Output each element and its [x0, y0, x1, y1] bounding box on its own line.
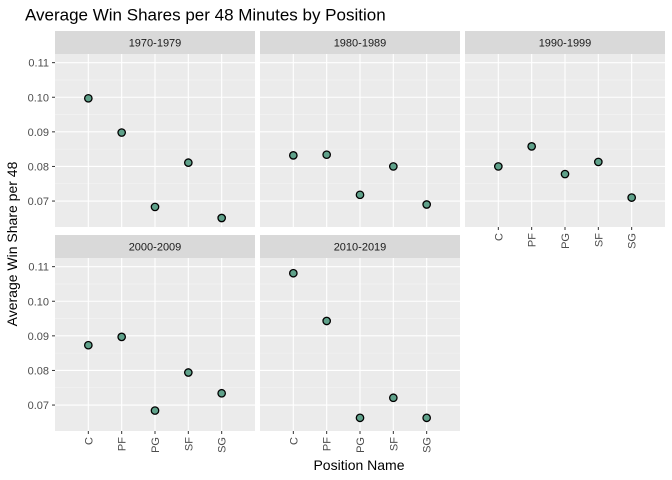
data-point [183, 158, 193, 167]
data-point [593, 157, 603, 167]
facet-panel: 2000-2009 0.07 0.08 0.09 0.10 0.11 C PF PG SF SG [28, 235, 255, 453]
x-tick-label: SF [388, 437, 400, 451]
x-tick-label: SF [593, 233, 605, 247]
x-tick-label: PF [117, 437, 129, 451]
chart-title: Average Win Shares per 48 Minutes by Pos… [25, 6, 386, 25]
x-tick-label: PG [150, 437, 162, 453]
facet-strip-label: 2000-2009 [129, 242, 182, 254]
data-point [288, 151, 298, 160]
x-tick-label: SG [422, 437, 434, 453]
facet-panel: 1970-1979 0.07 0.08 0.09 0.10 0.11 [28, 31, 255, 227]
y-tick-label: 0.10 [28, 296, 49, 308]
y-tick-label: 0.08 [28, 365, 49, 377]
facet-strip [260, 235, 460, 258]
facet-strip [55, 235, 255, 258]
data-point [183, 368, 193, 377]
y-tick-label: 0.07 [28, 196, 49, 208]
x-tick-label: C [288, 437, 300, 445]
facet-strip-label: 2010-2019 [334, 242, 387, 254]
data-point [217, 213, 227, 223]
data-point [388, 393, 398, 403]
x-tick-label: C [83, 437, 95, 445]
data-point [422, 200, 432, 209]
data-point [388, 162, 398, 171]
data-point [422, 413, 432, 423]
x-tick-label: SG [627, 233, 639, 249]
data-point [217, 388, 227, 398]
data-point [322, 316, 332, 326]
y-axis-title: Average Win Share per 48 [4, 161, 20, 326]
facet-strip-label: 1980-1989 [334, 38, 387, 50]
facet-panel: 1990-1999 C PF PG SF SG [465, 31, 665, 249]
data-point [322, 150, 332, 160]
data-point [83, 93, 93, 103]
x-tick-label: C [493, 233, 505, 241]
data-point [493, 162, 503, 171]
data-point [117, 332, 127, 342]
data-point [355, 413, 365, 423]
facet-strip [260, 31, 460, 54]
facet-strip [55, 31, 255, 54]
y-tick-label: 0.09 [28, 127, 49, 139]
facet-strip-label: 1990-1999 [539, 38, 592, 50]
y-tick-label: 0.09 [28, 331, 49, 343]
y-tick-label: 0.10 [28, 92, 49, 104]
data-point [527, 142, 537, 151]
data-point [83, 340, 93, 350]
y-tick-label: 0.08 [28, 161, 49, 173]
facet-strip-label: 1970-1979 [129, 38, 182, 50]
data-point [627, 193, 637, 202]
facet-panels: 1970-1979 0.07 0.08 0.09 0.10 0.11 1980-1989 19… [28, 31, 665, 453]
data-point [150, 202, 160, 212]
x-tick-label: PF [527, 233, 539, 247]
data-point [117, 128, 127, 137]
facet-strip [465, 31, 665, 54]
data-point [560, 169, 570, 179]
data-point [150, 406, 160, 415]
y-tick-label: 0.11 [28, 58, 49, 70]
data-point [355, 190, 365, 200]
facet-panel: 1980-1989 [260, 31, 460, 227]
x-tick-label: SF [183, 437, 195, 451]
y-tick-label: 0.07 [28, 400, 49, 412]
data-point [288, 268, 298, 278]
x-axis-title: Position Name [313, 457, 404, 473]
y-tick-label: 0.11 [28, 262, 49, 274]
facet-panel: 2010-2019 C PF PG SF SG [260, 235, 460, 453]
x-tick-label: PF [322, 437, 334, 451]
x-tick-label: SG [217, 437, 229, 453]
x-tick-label: PG [355, 437, 367, 453]
x-tick-label: PG [560, 233, 572, 249]
